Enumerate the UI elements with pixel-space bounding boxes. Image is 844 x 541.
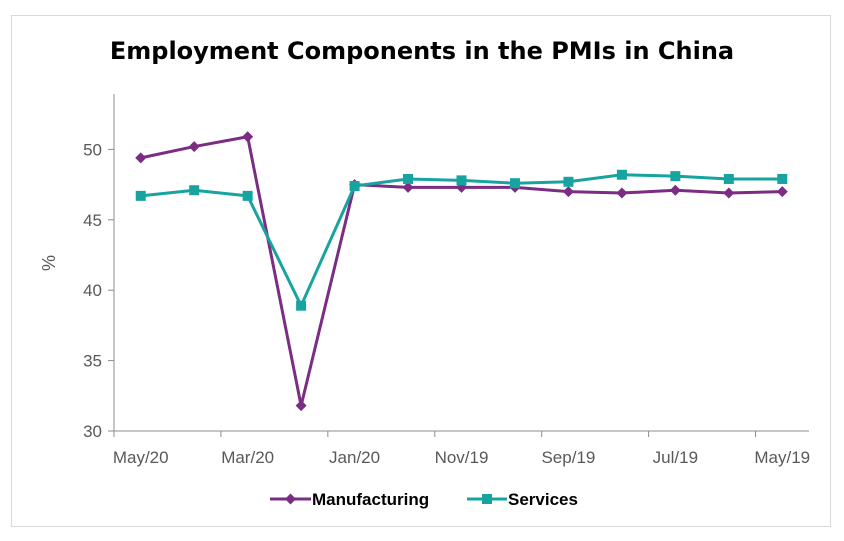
data-point	[777, 173, 788, 184]
legend-label: Manufacturing	[312, 490, 429, 509]
y-ticks: 30 35 40 45 50	[83, 140, 114, 441]
x-ticks: May/20 Mar/20 Jan/20 Nov/19 Sep/19 Jul/19 May/…	[113, 431, 810, 467]
y-tick-label: 35	[83, 352, 102, 371]
data-point	[295, 400, 307, 412]
y-tick-label: 40	[83, 281, 102, 300]
y-tick-label: 45	[83, 211, 102, 230]
legend-marker	[285, 493, 296, 505]
data-point	[723, 187, 735, 199]
line-chart: Employment Components in the PMIs in Chi…	[39, 37, 810, 509]
chart-frame: Employment Components in the PMIs in Chi…	[11, 15, 831, 527]
data-point	[242, 131, 254, 143]
legend: Manufacturing Services	[270, 490, 578, 509]
data-point	[616, 187, 628, 199]
series-layer	[135, 131, 788, 412]
x-tick-label: Jan/20	[329, 448, 380, 467]
legend-marker	[482, 494, 492, 504]
legend-item-services: Services	[467, 490, 578, 509]
x-tick-label: May/19	[754, 448, 810, 467]
data-point	[402, 181, 414, 193]
x-tick-label: Jul/19	[653, 448, 698, 467]
data-point	[670, 171, 681, 182]
data-point	[403, 173, 414, 184]
legend-label: Services	[508, 490, 578, 509]
series-line	[140, 173, 783, 308]
data-point	[242, 190, 253, 201]
y-tick-label: 50	[83, 140, 102, 159]
data-point	[456, 175, 467, 186]
data-point	[135, 152, 147, 164]
data-point	[563, 176, 574, 187]
data-point	[296, 300, 307, 311]
x-tick-label: May/20	[113, 448, 169, 467]
data-point	[189, 185, 200, 196]
x-tick-label: Nov/19	[435, 448, 489, 467]
series-manufacturing	[135, 131, 788, 412]
y-axis-label: %	[39, 255, 59, 271]
data-point	[616, 169, 627, 180]
y-tick-label: 30	[83, 422, 102, 441]
x-tick-label: Mar/20	[221, 448, 274, 467]
x-tick-label: Sep/19	[541, 448, 595, 467]
data-point	[188, 141, 200, 153]
chart-title: Employment Components in the PMIs in Chi…	[110, 37, 734, 65]
data-point	[776, 186, 788, 198]
axes	[113, 94, 809, 432]
legend-item-manufacturing: Manufacturing	[270, 490, 429, 509]
data-point	[723, 173, 734, 184]
data-point	[135, 190, 146, 201]
data-point	[509, 178, 520, 189]
data-point	[349, 181, 360, 192]
series-services	[135, 169, 788, 311]
data-point	[562, 186, 574, 198]
data-point	[669, 184, 681, 196]
